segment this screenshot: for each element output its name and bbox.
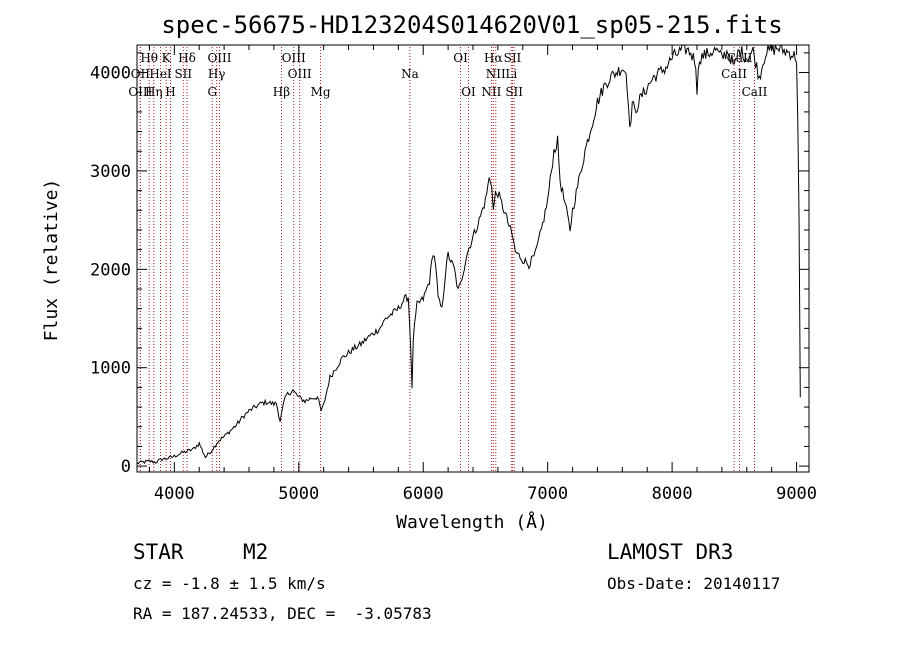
line-label: NII [481,85,501,99]
line-label: SII [505,85,523,99]
x-axis: 4000 5000 6000 7000 8000 9000 [148,45,817,504]
y-tick-label: 4000 [90,64,131,84]
observation-date: Obs-Date: 20140117 [607,574,781,593]
y-tick-label: 2000 [90,260,131,280]
x-tick-label: 7000 [527,484,568,504]
line-label: OI [453,51,468,65]
line-label: G [207,85,217,99]
object-class: STAR [133,540,184,564]
line-label: CaII [742,85,768,99]
line-label: Li [505,67,517,81]
y-tick-label: 1000 [90,359,131,379]
x-tick-label: 5000 [278,484,319,504]
line-label: SII [504,51,522,65]
line-label: Hη [145,85,163,99]
object-subclass: M2 [243,540,269,564]
line-label: CaII [721,67,747,81]
line-label: OII [131,67,151,81]
line-label: NII [486,67,506,81]
x-tick-label: 4000 [154,484,195,504]
line-label: Na [401,67,419,81]
line-label: OI [461,85,476,99]
flux-series-line [136,44,801,465]
line-label: Hδ [178,51,196,65]
y-axis: 0 1000 2000 3000 4000 [90,52,809,477]
x-tick-label: 6000 [403,484,444,504]
x-axis-label: Wavelength (Å) [396,511,548,533]
coordinates: RA = 187.24533, DEC = -3.05783 [133,604,432,623]
line-label: Hβ [273,85,290,99]
line-label: HeI [149,67,172,81]
line-label: Hθ [140,51,158,65]
chart-title: spec-56675-HD123204S014620V01_sp05-215.f… [161,11,782,39]
redshift-velocity: cz = -1.8 ± 1.5 km/s [133,574,326,593]
line-label: H [165,85,175,99]
y-axis-label: Flux (relative) [41,179,62,342]
y-tick-label: 3000 [90,162,131,182]
line-label: OIII [207,51,231,65]
plot-frame [136,44,810,473]
line-label: SII [174,67,192,81]
y-tick-label: 0 [121,457,131,477]
line-label: Hα [484,51,503,65]
line-label: K [162,51,172,65]
survey-name: LAMOST DR3 [607,540,734,564]
x-tick-label: 9000 [776,484,817,504]
line-label: OIII [288,67,312,81]
line-markers [139,47,755,472]
line-label: Mg [311,85,331,99]
line-label: OIII [282,51,306,65]
x-tick-label: 8000 [652,484,693,504]
line-label: Hγ [208,67,226,81]
